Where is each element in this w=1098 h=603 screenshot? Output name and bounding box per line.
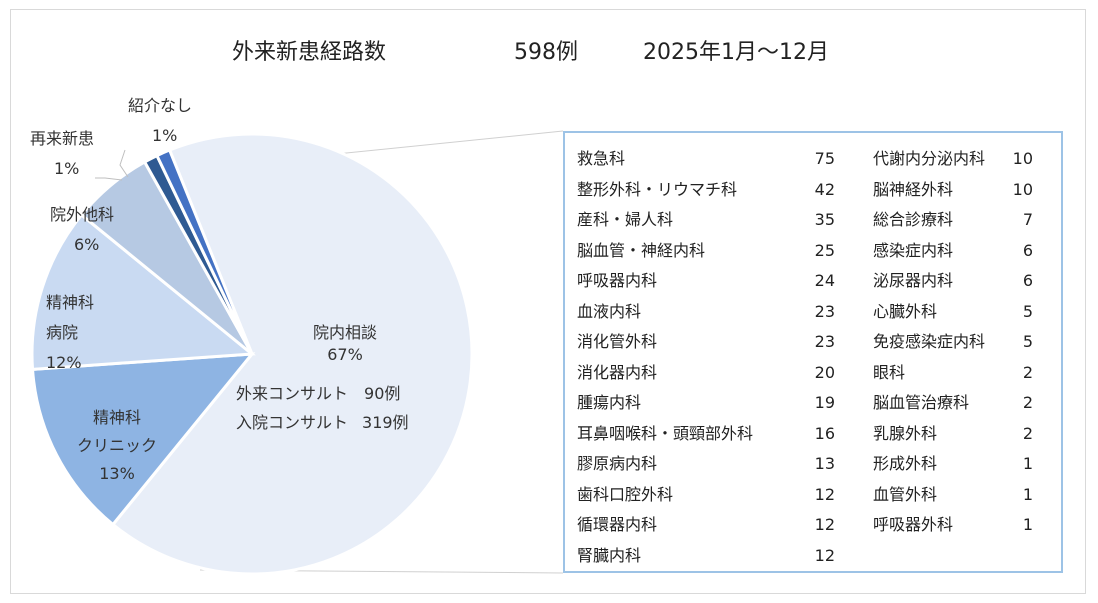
leader-line-sairai [95,177,123,181]
department-name: 感染症内科 [873,240,954,260]
department-name: 消化管外科 [577,332,658,351]
department-count: 75 [814,149,835,168]
slice-shokai [154,148,254,355]
department-count: 42 [814,179,835,199]
department-name: 産科・婦人科 [577,210,674,229]
department-name: 整形外科・リウマチ科 [577,179,738,199]
department-name: 乳腺外科 [873,423,938,443]
department-count: 6 [1022,240,1033,260]
leader-line-shokai [119,149,129,178]
department-count: 5 [1022,332,1033,351]
department-name: 血液内科 [577,301,642,321]
department-count: 12 [814,545,835,565]
department-count: 19 [814,393,835,412]
department-count: 5 [1022,301,1033,321]
department-count: 12 [814,484,835,504]
department-count: 12 [814,515,835,534]
pie-label-shokai-pct: 1% [152,126,178,145]
department-name: 膠原病内科 [577,454,658,473]
slice-clinic [30,352,256,527]
pie-label-clinic-pct: 13% [99,464,135,483]
pie-detail-inpatient: 入院コンサルト 319例 [236,412,409,434]
department-count: 23 [814,332,835,351]
pie-label-inhouse-name: 院内相談 [312,323,377,342]
pie-label-sairai-pct: 1% [54,159,80,178]
department-count: 1 [1022,454,1033,473]
pie-label-sairai-name: 再来新患 [30,129,95,148]
pie-label-outside: 院外他科 6% [50,200,114,260]
department-name: 呼吸器内科 [577,271,658,290]
department-count: 2 [1022,362,1033,382]
department-name: 心臓外科 [873,301,938,321]
department-name: 循環器内科 [577,515,658,534]
total-count: 598例 [514,40,578,65]
detail-outpatient-label: 外来コンサルト [236,384,349,403]
pie-label-shokai: 紹介なし 1% [128,91,192,151]
department-name: 泌尿器内科 [873,271,954,290]
department-breakdown-box: 救急科 75 整形外科・リウマチ科 42 産科・婦人科 35 脳血管・神経内科 25 呼吸器内科… [563,131,1063,573]
department-count: 7 [1022,210,1033,229]
pie-label-shokai-name: 紹介なし [128,96,193,115]
slice-inhouse [110,132,474,576]
department-count: 1 [1022,484,1033,504]
department-count: 25 [814,240,835,260]
chart-frame [10,9,1086,594]
department-name: 腫瘍内科 [577,393,642,412]
period-label: 2025年1月～12月 [643,40,829,65]
department-count: 2 [1022,393,1033,412]
department-name: 腎臓内科 [577,545,642,565]
department-name: 眼科 [873,362,906,382]
department-name: 救急科 [577,149,626,168]
department-name: 脳神経外科 [873,179,954,199]
department-count: 6 [1022,271,1033,290]
department-name: 形成外科 [873,454,938,473]
department-count: 1 [1022,515,1033,534]
pie-label-hospital: 精神科 病院 12% [46,288,110,378]
pie-label-clinic-name1: 精神科 [92,408,141,427]
pie-label-outside-name: 院外他科 [50,205,115,224]
pie-label-clinic: 精神科 クリニック 13% [62,404,172,488]
detail-inpatient-count: 319例 [362,413,409,432]
detail-inpatient-label: 入院コンサルト [236,413,349,432]
pie-label-hospital-name2: 病院 [46,323,79,342]
detail-outpatient-count: 90例 [364,384,401,403]
department-name: 歯科口腔外科 [577,484,674,504]
department-count: 10 [1012,149,1033,168]
pie-label-hospital-pct: 12% [46,353,82,372]
department-count: 23 [814,301,835,321]
department-name: 総合診療科 [873,210,954,229]
department-name: 脳血管治療科 [873,393,970,412]
department-count: 13 [814,454,835,473]
pie-label-hospital-name1: 精神科 [46,293,95,312]
department-count: 10 [1012,179,1033,199]
department-count: 20 [814,362,835,382]
department-count: 24 [814,271,835,290]
department-count: 2 [1022,423,1033,443]
pie-label-outside-pct: 6% [74,235,100,254]
pie-label-clinic-name2: クリニック [76,436,157,455]
department-count: 16 [814,423,835,443]
department-name: 消化器内科 [577,362,658,382]
chart-title: 外来新患経路数 [232,40,387,65]
department-name: 耳鼻咽喉科・頭頸部外科 [577,423,754,443]
department-count: 35 [814,210,835,229]
pie-detail-outpatient: 外来コンサルト 90例 [236,383,400,405]
department-name: 血管外科 [873,484,938,504]
department-name: 呼吸器外科 [873,515,954,534]
department-name: 脳血管・神経内科 [577,240,706,260]
pie-label-sairai: 再来新患 1% [30,124,94,184]
slice-hospital [30,212,256,371]
pie-label-inhouse: 院内相談 67% [290,322,400,366]
pie-label-inhouse-pct: 67% [327,345,363,364]
department-name: 免疫感染症内科 [873,332,986,351]
department-name: 代謝内分泌内科 [873,149,986,168]
